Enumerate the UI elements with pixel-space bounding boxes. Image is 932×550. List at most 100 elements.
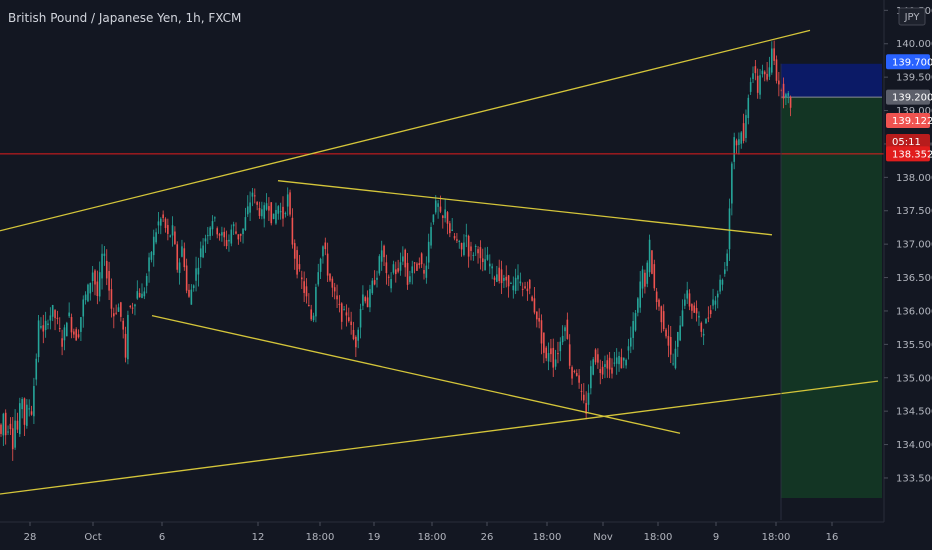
- candle: [42, 314, 45, 344]
- candle: [442, 214, 444, 229]
- candle-body: [540, 320, 543, 344]
- candle: [496, 265, 498, 283]
- candle: [359, 303, 362, 339]
- candle: [66, 321, 68, 337]
- candle-body: [66, 322, 68, 337]
- candle: [707, 306, 710, 323]
- candle: [80, 317, 82, 342]
- price-tick-label: 134.000: [896, 440, 932, 451]
- candle: [89, 282, 92, 301]
- candle: [28, 399, 30, 417]
- candle: [491, 263, 493, 280]
- candle-body: [134, 304, 136, 307]
- countdown-label-box: [886, 134, 930, 150]
- candle: [366, 290, 369, 308]
- candle-body: [174, 231, 176, 244]
- candle: [174, 226, 176, 246]
- candle: [216, 226, 218, 239]
- candle-body: [474, 245, 477, 247]
- candle: [552, 338, 555, 377]
- candle: [517, 264, 519, 291]
- candle-body: [127, 314, 129, 360]
- candle: [91, 266, 94, 292]
- candle-body: [63, 327, 66, 341]
- candle-body: [712, 299, 714, 306]
- candle: [134, 303, 136, 316]
- candle: [752, 66, 754, 83]
- candle-body: [0, 424, 2, 434]
- candle: [355, 335, 357, 358]
- candle-body: [150, 252, 153, 260]
- candle-body: [129, 306, 132, 308]
- candle-body: [340, 303, 343, 322]
- candle: [331, 276, 334, 298]
- candle-body: [348, 317, 350, 321]
- candle-body: [479, 247, 482, 259]
- candle-body: [778, 80, 780, 85]
- candle: [192, 284, 195, 292]
- candle: [674, 340, 677, 370]
- candle-body: [202, 245, 204, 258]
- candle: [571, 365, 573, 385]
- candle: [244, 207, 247, 232]
- candle-body: [627, 346, 630, 351]
- time-axis-bg: [0, 522, 932, 550]
- candle-body: [395, 269, 397, 275]
- candle: [225, 230, 228, 250]
- candle-body: [145, 276, 148, 286]
- candle: [627, 338, 630, 360]
- candle-body: [524, 286, 526, 289]
- candle: [214, 216, 216, 222]
- candle: [115, 304, 117, 315]
- candle-body: [521, 288, 524, 290]
- candle-body: [451, 229, 453, 231]
- candle-body: [552, 347, 555, 368]
- candle: [376, 270, 378, 288]
- candle-body: [110, 289, 113, 309]
- candle-body: [493, 277, 496, 280]
- candle: [101, 244, 103, 290]
- candle-body: [209, 227, 211, 237]
- candle: [171, 216, 174, 247]
- candle: [338, 295, 341, 313]
- candle-body: [98, 272, 101, 297]
- candle: [561, 325, 564, 346]
- candle-body: [453, 236, 456, 239]
- candle-body: [310, 309, 312, 320]
- candle: [51, 304, 54, 322]
- candle-body: [613, 362, 616, 364]
- candle: [738, 132, 740, 155]
- candle: [75, 327, 77, 341]
- candle: [343, 306, 345, 311]
- candle-body: [653, 264, 656, 289]
- candle-body: [585, 403, 587, 414]
- candle-body: [376, 277, 378, 280]
- time-tick-label: 18:00: [306, 532, 335, 543]
- candle-body: [505, 276, 508, 281]
- candle-body: [270, 202, 273, 224]
- candle-body: [702, 333, 705, 336]
- candle-body: [357, 329, 359, 341]
- candle-body: [738, 139, 740, 145]
- candle-body: [44, 320, 47, 331]
- candle-body: [138, 292, 141, 298]
- candle-body: [40, 326, 42, 328]
- candle: [136, 280, 139, 300]
- level-price-label: 138.352: [886, 146, 932, 162]
- candle: [357, 327, 359, 349]
- candle: [477, 246, 479, 264]
- candle: [444, 198, 446, 223]
- candle: [58, 317, 61, 332]
- candle: [362, 285, 364, 311]
- price-tick-label: 136.000: [896, 306, 932, 317]
- candle-body: [190, 289, 193, 305]
- candle: [747, 94, 750, 125]
- candle: [611, 358, 613, 379]
- candle-body: [648, 239, 651, 273]
- candle-body: [646, 262, 649, 284]
- candle-body: [120, 302, 122, 317]
- candle-body: [96, 281, 99, 297]
- candle-body: [662, 311, 665, 330]
- candle: [19, 397, 21, 437]
